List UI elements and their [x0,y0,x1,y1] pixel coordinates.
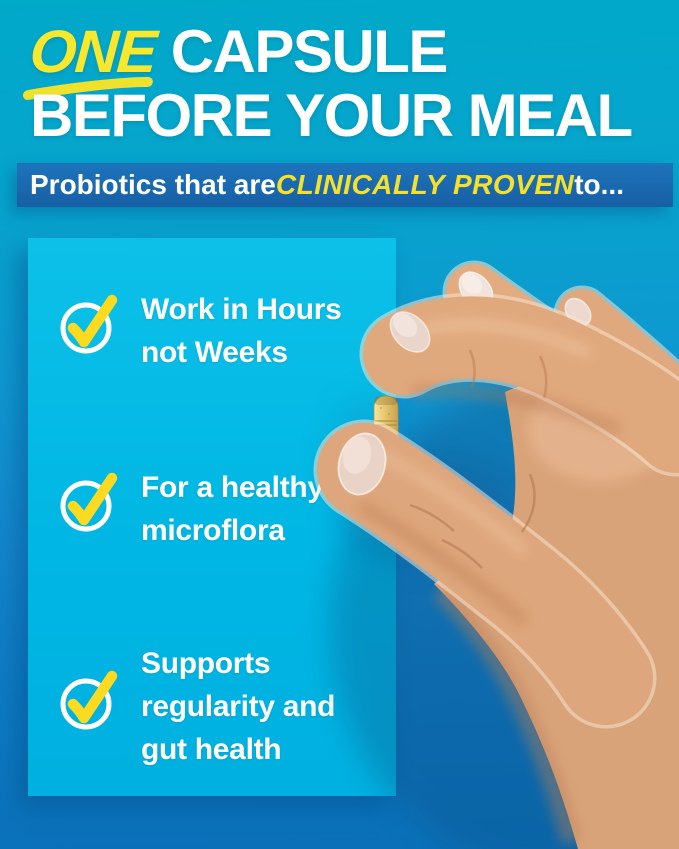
benefit-item-1: Work in Hours not Weeks [60,288,342,374]
headline-line2: BEFORE YOUR MEAL [30,82,633,149]
benefit-text: Work in Hours not Weeks [141,293,342,369]
tagline-emphasis: CLINICALLY PROVEN [275,169,575,200]
benefits-panel: Work in Hours not Weeks For a healthy mi… [28,238,396,796]
headline-line1: ONE CAPSULE [22,18,449,100]
check-icon [60,670,118,729]
tagline-prefix: Probiotics that are [30,169,276,200]
check-icon [60,472,118,532]
tagline-bar: Probiotics that are CLINICALLY PROVEN to… [17,163,673,207]
benefit-item-2: For a healthy microflora [60,466,324,552]
benefit-text: Supports regularity and gut health [141,647,336,766]
yellow-underline-swoosh [22,77,153,100]
thumb [317,423,653,725]
check-icon [60,294,118,354]
headline-rest: CAPSULE [155,18,449,85]
tagline-suffix: to... [574,169,624,200]
benefit-item-3: Supports regularity and gut health [60,642,335,771]
index-finger [363,296,679,473]
headline-emphasis-one: ONE [22,18,158,100]
benefit-text: For a healthy microflora [141,471,324,547]
